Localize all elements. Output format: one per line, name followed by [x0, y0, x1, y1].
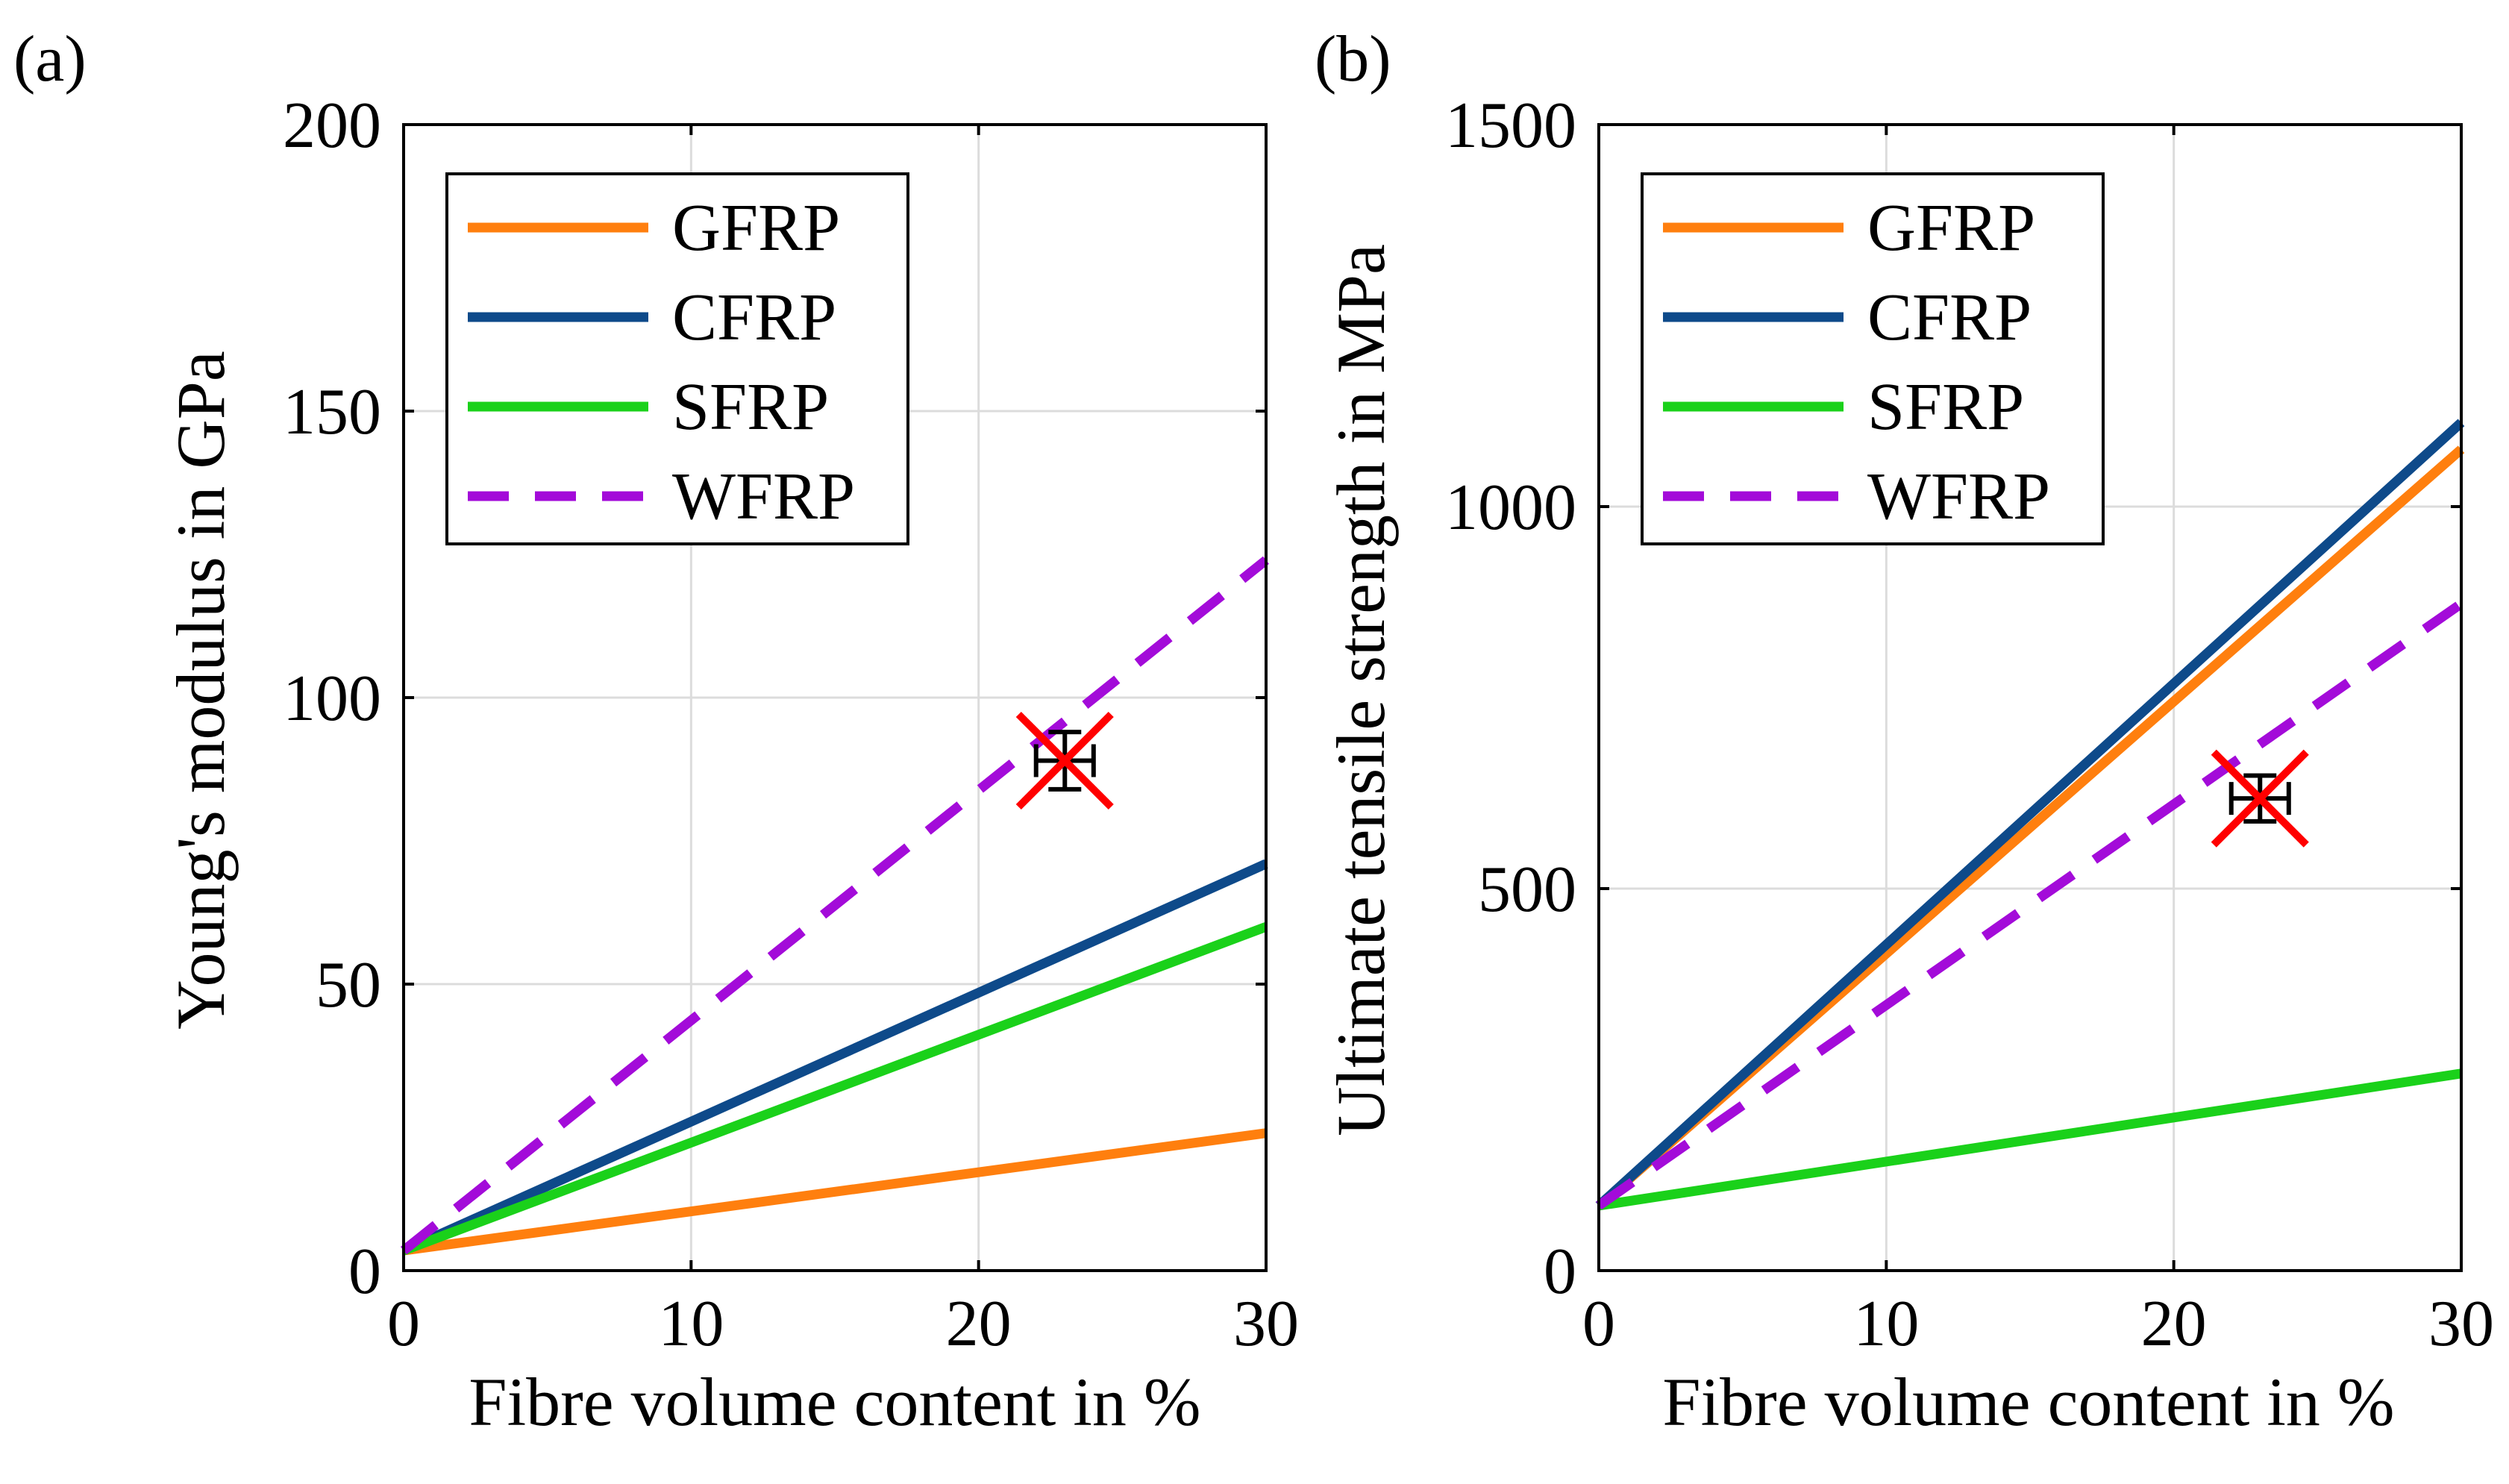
panel-a-youngs-modulus-chart: (a) 0 10 20 30 0 50 100 150 200 Fibre volume con…: [13, 23, 1299, 1440]
panel-b-y-tick-label-1500: 1500: [1445, 90, 1576, 162]
panel-b-series-sfrp: [1598, 1068, 2462, 1211]
panel-a-y-tick-label-50: 50: [316, 949, 381, 1021]
panel-a-legend-label-wfrp: WFRP: [672, 460, 855, 533]
panel-a-series-gfrp: [403, 1128, 1267, 1256]
panel-a-legend-label-sfrp: SFRP: [672, 370, 829, 444]
panel-a-legend: GFRP CFRP SFRP WFRP: [445, 172, 909, 545]
panel-b-legend: GFRP CFRP SFRP WFRP: [1641, 172, 2105, 545]
panel-a-ticks: 0 10 20 30 0 50 100 150 200: [283, 90, 1299, 1360]
panel-b-y-tick-label-0: 0: [1544, 1236, 1576, 1308]
panel-a-x-axis-label: Fibre volume content in %: [469, 1364, 1200, 1440]
panel-b-axes-frame: [1597, 123, 2463, 1272]
panel-b-legend-label-sfrp: SFRP: [1867, 370, 2024, 444]
panel-a-y-tick-label-0: 0: [348, 1236, 381, 1308]
panel-a-legend-label-cfrp: CFRP: [672, 281, 836, 354]
panel-b-tensile-strength-chart: (b) 0 10 20 30 0 500 1000 1500 Fibre volume con…: [1315, 23, 2494, 1440]
panel-b-x-tick-label-30: 30: [2428, 1288, 2494, 1360]
panel-a-series: [400, 556, 1270, 1256]
panel-b-x-tick-label-0: 0: [1582, 1288, 1615, 1360]
panel-b-series-cfrp: [1595, 419, 2465, 1209]
panel-a-x-tick-label-10: 10: [658, 1288, 724, 1360]
panel-a-legend-label-gfrp: GFRP: [672, 191, 840, 265]
panel-b-label: (b): [1315, 23, 1391, 96]
panel-a-x-tick-label-30: 30: [1233, 1288, 1299, 1360]
panel-a-legend-box: [445, 172, 909, 545]
panel-b-legend-label-gfrp: GFRP: [1867, 191, 2035, 265]
panel-b-x-axis-label: Fibre volume content in %: [1662, 1364, 2394, 1440]
panel-a-y-tick-label-100: 100: [283, 663, 381, 735]
panel-b-legend-label-cfrp: CFRP: [1867, 281, 2032, 354]
panel-a-label: (a): [13, 23, 87, 96]
panel-a-series-cfrp: [401, 859, 1268, 1256]
panel-b-measurement-marker: [2211, 749, 2309, 848]
panel-b-x-tick-label-20: 20: [2141, 1288, 2207, 1360]
panel-a-series-wfrp: [400, 556, 1270, 1255]
panel-a-y-axis-label: Young's modulus in GPa: [163, 351, 239, 1030]
panel-b-ticks: 0 10 20 30 0 500 1000 1500: [1445, 90, 2494, 1360]
panel-a-x-tick-label-0: 0: [387, 1288, 420, 1360]
panel-b-y-tick-label-500: 500: [1478, 854, 1576, 926]
panel-b-measurement-cross-b: [2211, 749, 2309, 848]
panel-a-y-tick-label-200: 200: [283, 90, 381, 162]
panel-a-measurement-marker: [1015, 711, 1114, 810]
panel-b-y-tick-label-1000: 1000: [1445, 472, 1576, 544]
panel-a-measurement-cross-b: [1015, 711, 1114, 810]
panel-b-series-wfrp: [1596, 599, 2464, 1210]
panel-b-y-axis-label: Ultimate tensile strength in MPa: [1323, 244, 1399, 1136]
panel-a-y-tick-label-150: 150: [283, 376, 381, 448]
panel-b-x-tick-label-10: 10: [1853, 1288, 1919, 1360]
panel-b-legend-label-wfrp: WFRP: [1867, 460, 2050, 533]
panel-b-legend-box: [1641, 172, 2105, 545]
panel-a-x-tick-label-20: 20: [946, 1288, 1012, 1360]
panel-b-series: [1595, 419, 2465, 1211]
panel-a-series-sfrp: [401, 922, 1268, 1256]
